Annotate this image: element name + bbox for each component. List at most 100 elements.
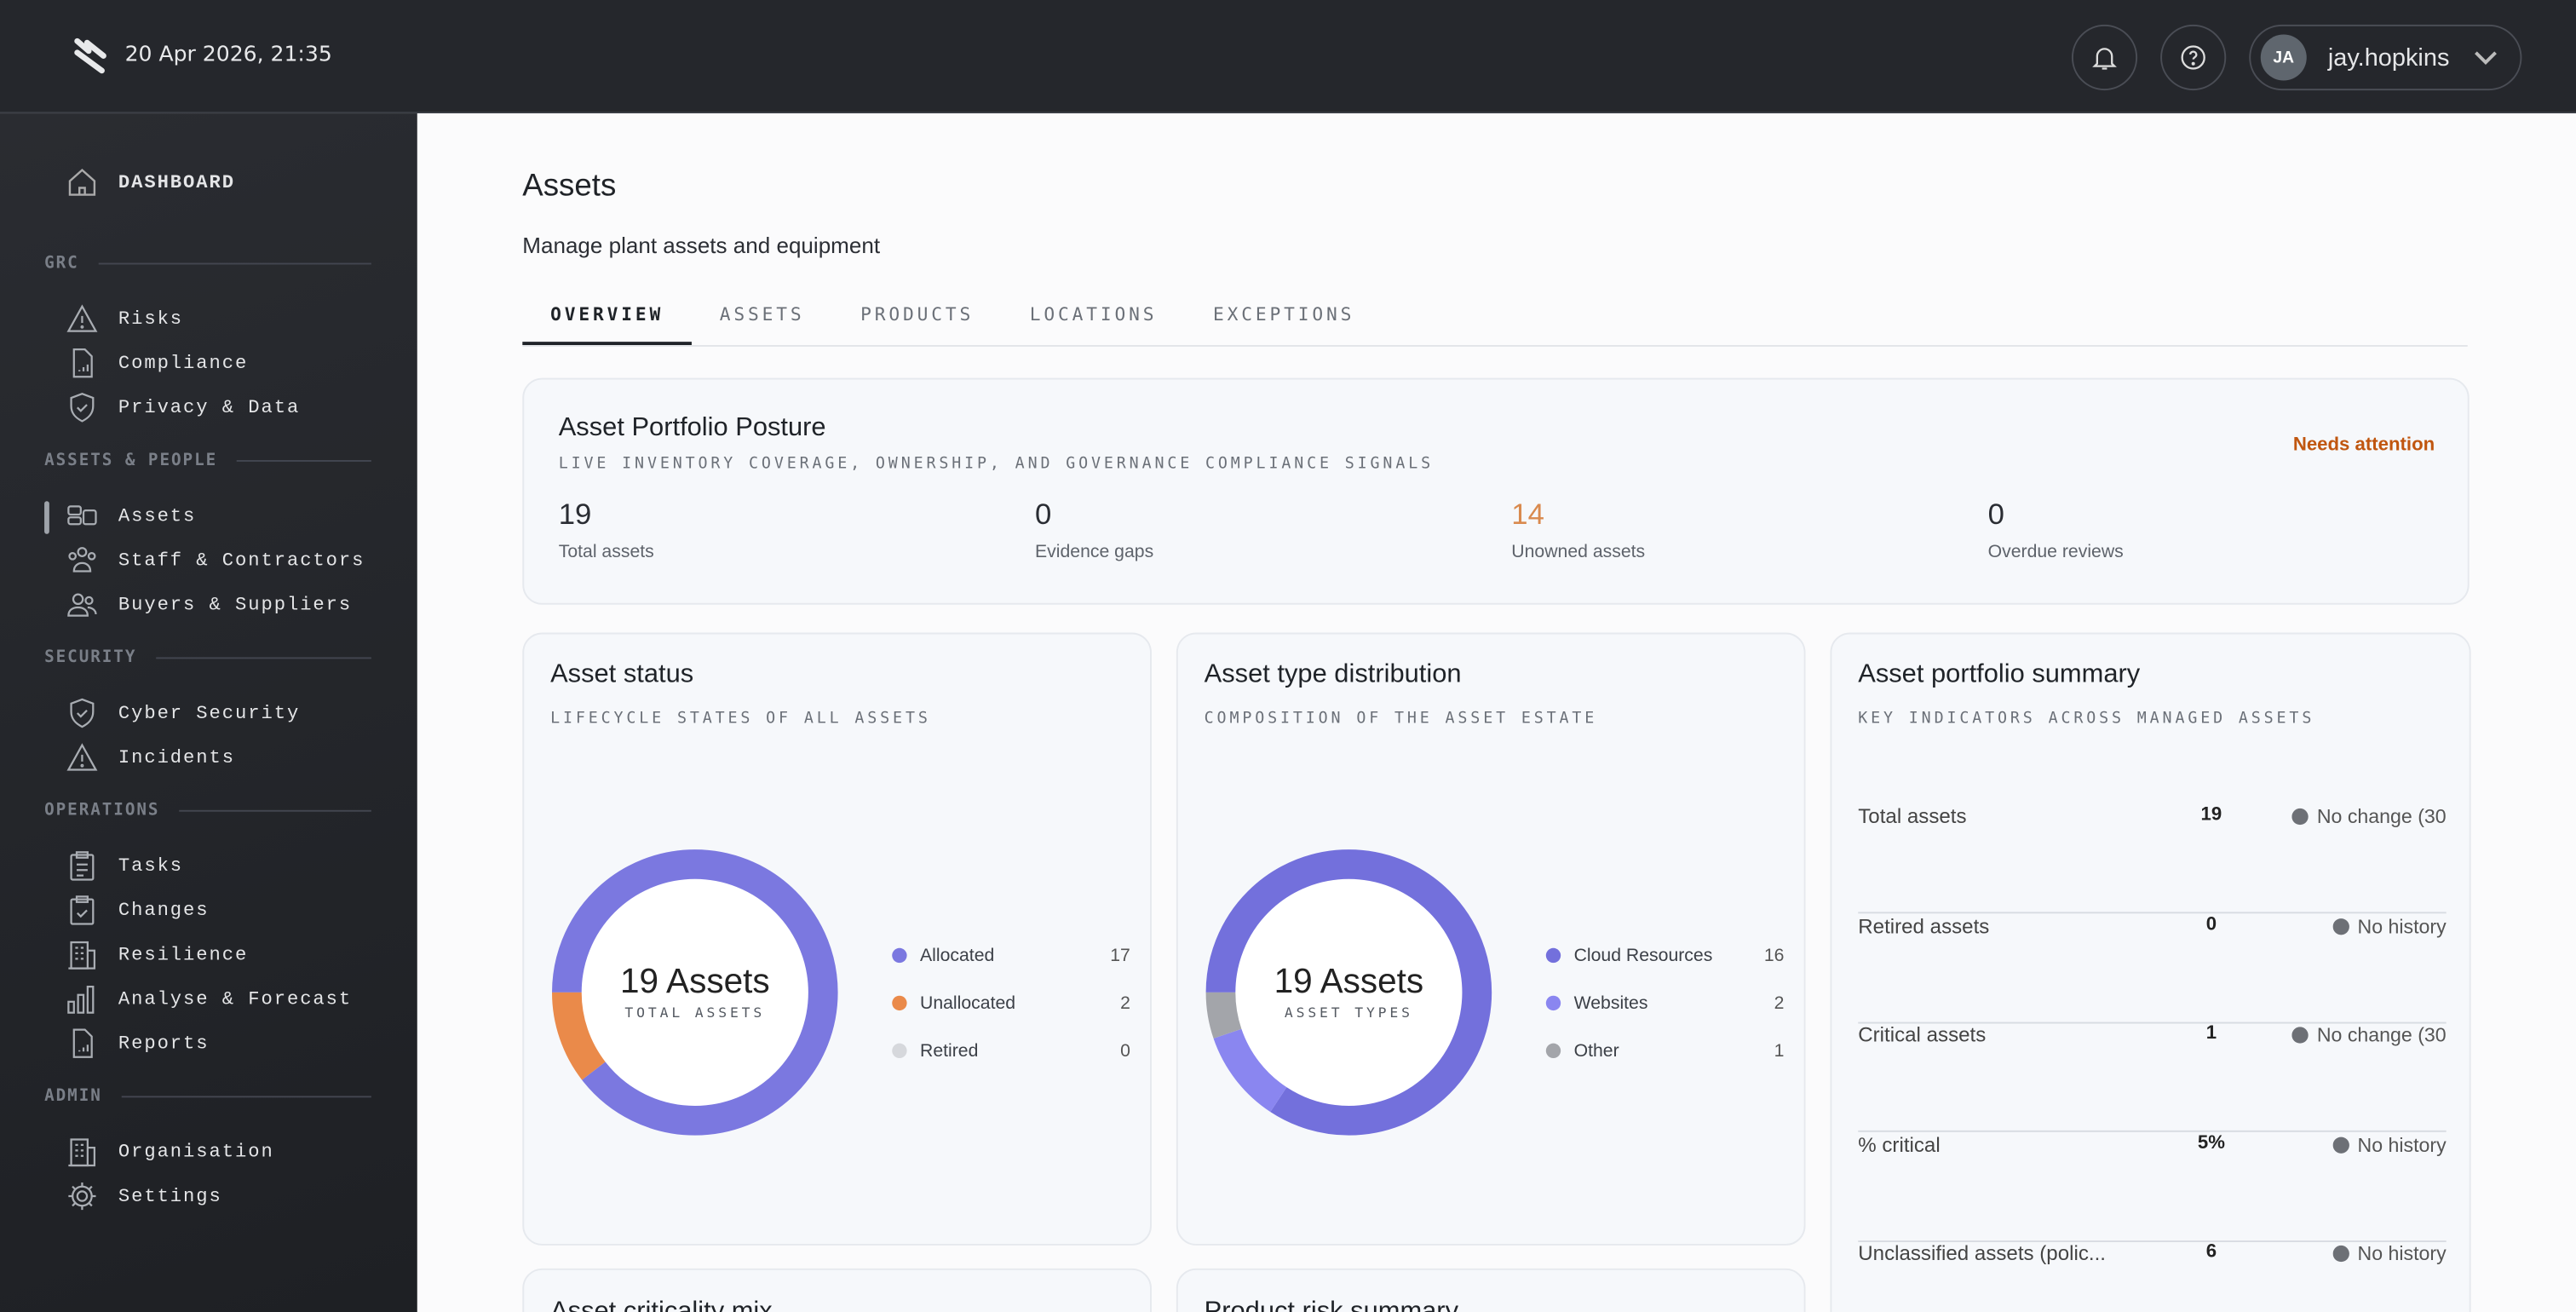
sidebar-item-compliance[interactable]: Compliance	[66, 347, 248, 380]
document-chart-icon	[72, 1028, 93, 1058]
help-button[interactable]	[2160, 24, 2227, 91]
posture-card: Asset Portfolio Posture LIVE INVENTORY C…	[522, 377, 2470, 605]
sidebar-item-label: Compliance	[118, 352, 249, 374]
tab-exceptions[interactable]: EXCEPTIONS	[1212, 303, 1355, 325]
legend-item: Other 1	[1545, 1027, 1784, 1074]
tab-assets[interactable]: ASSETS	[719, 303, 805, 325]
row-label: Unclassified assets (polic...	[1858, 1242, 2107, 1266]
notifications-button[interactable]	[2071, 24, 2138, 91]
tab-bar: OVERVIEW ASSETS PRODUCTS LOCATIONS EXCEP…	[522, 285, 2468, 347]
asset-type-donut	[1205, 849, 1492, 1136]
help-icon	[2181, 45, 2205, 70]
status-dot-icon	[2332, 1245, 2349, 1263]
sidebar-item-cyber-security[interactable]: Cyber Security	[66, 697, 300, 730]
sidebar-item-incidents[interactable]: Incidents	[66, 741, 235, 774]
legend-dot	[892, 1043, 907, 1059]
legend-label: Allocated	[920, 945, 995, 966]
sidebar-item-staff-contractors[interactable]: Staff & Contractors	[66, 544, 365, 577]
datetime: 20 Apr 2026, 21:35	[124, 43, 332, 68]
tab-overview[interactable]: OVERVIEW	[522, 285, 692, 346]
card-title: Asset criticality mix	[550, 1298, 773, 1312]
gear-icon	[68, 1182, 96, 1211]
sidebar-item-settings[interactable]: Settings	[66, 1180, 222, 1213]
sidebar-item-organisation[interactable]: Organisation	[66, 1136, 274, 1169]
card-title: Asset status	[550, 660, 694, 689]
legend-item: Websites 2	[1545, 979, 1785, 1027]
donut-center-value: 19 Assets	[1274, 963, 1424, 1001]
row-change: No change (30	[2291, 805, 2447, 828]
sidebar-item-assets[interactable]: Assets	[66, 499, 196, 532]
sidebar-item-privacy-data[interactable]: Privacy & Data	[66, 391, 300, 424]
assets-icon	[67, 505, 97, 526]
donut-hole	[1220, 864, 1477, 1121]
sidebar-item-label: DASHBOARD	[118, 171, 236, 193]
sidebar-item-tasks[interactable]: Tasks	[66, 849, 183, 883]
shield-check-icon	[70, 698, 95, 728]
stat-evidence-gaps: 0 Evidence gaps	[1035, 498, 1154, 562]
home-icon	[68, 168, 96, 196]
chevron-down-icon	[2474, 51, 2497, 66]
row-label: Critical assets	[1858, 1023, 1987, 1047]
row-value: 0	[2205, 914, 2217, 935]
row-value: 1	[2205, 1023, 2217, 1044]
sidebar-item-resilience[interactable]: Resilience	[66, 938, 248, 971]
sidebar-item-dashboard[interactable]: DASHBOARD	[66, 166, 235, 199]
legend-dot	[892, 995, 907, 1011]
row-change: No history	[2332, 1133, 2447, 1156]
sidebar-section-heading: SECURITY	[44, 649, 371, 667]
card-subtitle: KEY INDICATORS ACROSS MANAGED ASSETS	[1858, 710, 2315, 728]
sidebar-section-heading: OPERATIONS	[44, 802, 371, 820]
sidebar-item-label: Settings	[118, 1185, 222, 1207]
page-subtitle: Manage plant assets and equipment	[522, 233, 881, 258]
summary-row: Critical assets 1 No change (30	[1858, 1023, 2447, 1132]
stat-unowned-assets: 14 Unowned assets	[1511, 498, 1646, 562]
tab-products[interactable]: PRODUCTS	[860, 303, 975, 325]
legend-dot	[1545, 995, 1561, 1011]
summary-row: Total assets 19 No change (30	[1858, 805, 2447, 914]
people-icon	[68, 547, 96, 573]
sidebar-section-heading: ASSETS & PEOPLE	[44, 452, 371, 469]
sidebar-item-risks[interactable]: Risks	[66, 302, 183, 336]
legend-label: Cloud Resources	[1573, 945, 1713, 966]
legend-dot	[892, 947, 907, 964]
username: jay.hopkins	[2327, 43, 2450, 72]
status-dot-icon	[2332, 918, 2349, 935]
bar-chart-icon	[67, 985, 95, 1014]
sidebar-item-analyse-forecast[interactable]: Analyse & Forecast	[66, 982, 352, 1016]
app-logo[interactable]	[72, 36, 108, 75]
sidebar-item-reports[interactable]: Reports	[66, 1027, 209, 1060]
row-value: 5%	[2197, 1132, 2225, 1153]
asset-status-card: Asset status LIFECYCLE STATES OF ALL ASS…	[522, 632, 1152, 1246]
row-change: No history	[2332, 1242, 2447, 1265]
card-subtitle: LIVE INVENTORY COVERAGE, OWNERSHIP, AND …	[558, 455, 1435, 474]
status-dot-icon	[2332, 1136, 2349, 1153]
main-content: Assets Manage plant assets and equipment…	[417, 113, 2576, 1312]
donut-center-label: TOTAL ASSETS	[624, 1005, 766, 1022]
sidebar-item-label: Incidents	[118, 746, 236, 768]
active-indicator	[44, 501, 49, 534]
summary-row: Unclassified assets (polic... 6 No history	[1858, 1242, 2446, 1312]
card-title: Asset Portfolio Posture	[558, 414, 826, 442]
donut-center-label: ASSET TYPES	[1284, 1005, 1413, 1022]
tab-locations[interactable]: LOCATIONS	[1029, 303, 1158, 325]
legend: Allocated 17 Unallocated 2 Retired 0	[892, 932, 1130, 1075]
donut-segment-other[interactable]	[1205, 849, 1492, 1136]
sidebar-section-heading: GRC	[44, 255, 371, 273]
legend-value: 2	[1774, 993, 1785, 1013]
legend-value: 0	[1120, 1040, 1130, 1061]
row-label: Retired assets	[1858, 914, 1990, 938]
product-risk-card: Product risk summary	[1176, 1268, 1806, 1312]
sidebar-item-buyers-suppliers[interactable]: Buyers & Suppliers	[66, 588, 352, 621]
donut-segment-unallocated[interactable]	[552, 849, 838, 1136]
donut-hole	[566, 864, 824, 1121]
bell-icon	[2092, 48, 2117, 70]
legend-label: Other	[1573, 1040, 1619, 1061]
page-title: Assets	[522, 169, 617, 204]
legend-item: Allocated 17	[892, 932, 1130, 980]
sidebar-item-changes[interactable]: Changes	[66, 894, 209, 927]
user-menu[interactable]: JA jay.hopkins	[2249, 24, 2522, 91]
legend-dot	[1545, 1043, 1561, 1059]
sidebar-item-label: Risks	[118, 308, 184, 330]
donut-center-value: 19 Assets	[619, 963, 770, 1001]
card-title: Product risk summary	[1204, 1298, 1459, 1312]
